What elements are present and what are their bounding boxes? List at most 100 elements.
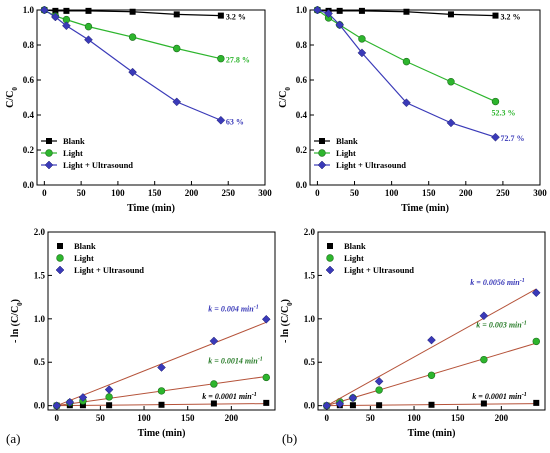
data-point-light xyxy=(105,393,113,401)
fit-label-lus: k = 0.0056 min-1 xyxy=(470,278,524,287)
data-point-lus xyxy=(104,385,114,394)
data-point-blank xyxy=(158,401,165,408)
y-tick-label: 0.0 xyxy=(296,180,308,190)
legend-marker-blank xyxy=(57,243,63,249)
x-tick-label: 150 xyxy=(451,413,465,423)
data-point-lus xyxy=(65,397,75,407)
y-tick-label: 1.5 xyxy=(304,270,316,280)
data-point-blank xyxy=(336,7,343,14)
y-tick-label: 0.6 xyxy=(296,75,308,85)
plot-frame xyxy=(317,231,546,411)
y-tick-label: 0.2 xyxy=(296,145,308,155)
x-tick-label: 250 xyxy=(221,188,235,198)
x-tick-label: 200 xyxy=(495,413,509,423)
data-point-lus xyxy=(324,9,333,18)
y-axis-title-main: C/C xyxy=(278,91,289,108)
legend-marker-lus xyxy=(317,160,327,170)
fit-label-blank: k = 0.0001 min-1 xyxy=(202,392,256,401)
legend-label-blank: Blank xyxy=(63,136,85,146)
legend-label-blank: Blank xyxy=(336,136,358,146)
data-point-lus xyxy=(51,12,60,22)
legend-marker-lus xyxy=(44,160,54,170)
data-point-lus xyxy=(313,5,322,15)
series-line-light xyxy=(317,9,496,103)
data-point-blank xyxy=(173,11,180,18)
data-point-lus xyxy=(531,288,541,298)
data-point-light xyxy=(157,387,166,395)
y-tick-label: 0.8 xyxy=(296,40,308,50)
y-axis-title-end: ) xyxy=(280,299,291,302)
data-point-blank xyxy=(403,8,410,15)
y-axis-title: C/C0 xyxy=(5,87,19,108)
data-point-blank xyxy=(349,402,356,409)
x-tick-label: 50 xyxy=(350,188,360,198)
end-label-blank: 3.2 % xyxy=(500,13,520,22)
x-axis-title: Time (min) xyxy=(138,428,186,439)
y-tick-label: 0.5 xyxy=(34,357,46,367)
data-point-blank xyxy=(85,7,92,14)
fit-label-text: k = 0.0014 min xyxy=(208,356,258,365)
data-point-lus xyxy=(172,97,182,107)
legend-label-light: Light xyxy=(344,253,364,263)
fit-label-text: k = 0.004 min xyxy=(208,304,254,313)
data-point-lus xyxy=(261,314,271,324)
series-line-lus xyxy=(317,9,496,138)
data-point-lus xyxy=(52,401,62,411)
fit-label-exponent: -1 xyxy=(254,304,259,310)
fit-label-exponent: -1 xyxy=(520,278,525,284)
data-point-light xyxy=(447,78,455,86)
data-point-blank xyxy=(358,7,365,14)
data-point-blank xyxy=(533,399,540,406)
x-tick-label: 50 xyxy=(96,413,106,423)
data-point-light xyxy=(358,35,366,43)
legend-label-lus: Light + Ultrasound xyxy=(74,265,144,275)
x-tick-label: 0 xyxy=(54,413,59,423)
fit-label-text: k = 0.003 min xyxy=(476,320,522,329)
fit-label-exponent: -1 xyxy=(522,320,527,326)
y-tick-label: 1.5 xyxy=(34,270,46,280)
legend-label-lus: Light + Ultrasound xyxy=(63,160,133,170)
fit-label-text: k = 0.0001 min xyxy=(202,392,252,401)
data-point-blank xyxy=(52,7,59,14)
x-tick-label: 100 xyxy=(137,413,151,423)
x-tick-label: 300 xyxy=(533,188,547,198)
data-point-blank xyxy=(447,11,454,18)
data-point-blank xyxy=(428,401,435,408)
y-axis-title-main: - ln (C/C xyxy=(280,306,291,343)
y-tick-label: 0.6 xyxy=(23,75,35,85)
end-label-blank: 3.2 % xyxy=(226,13,246,22)
legend-marker-lus xyxy=(325,265,335,275)
fit-label-light: k = 0.0014 min-1 xyxy=(208,356,262,365)
data-point-lus xyxy=(357,48,367,58)
data-point-blank xyxy=(480,400,487,407)
x-tick-label: 0 xyxy=(42,188,47,198)
legend-marker-light xyxy=(326,254,334,262)
y-tick-label: 1.0 xyxy=(34,314,46,324)
legend-label-blank: Blank xyxy=(344,241,366,251)
x-tick-label: 150 xyxy=(422,188,436,198)
y-tick-label: 0.4 xyxy=(296,110,308,120)
y-tick-label: 0.8 xyxy=(23,40,35,50)
fit-label-light: k = 0.003 min-1 xyxy=(476,320,526,329)
y-tick-label: 0.0 xyxy=(304,401,316,411)
x-axis-title: Time (min) xyxy=(127,203,175,214)
x-tick-label: 100 xyxy=(407,413,421,423)
data-point-lus xyxy=(40,5,49,15)
data-point-lus xyxy=(374,376,384,386)
legend-label-lus: Light + Ultrasound xyxy=(344,265,414,275)
data-point-blank xyxy=(79,402,86,409)
y-tick-label: 0.0 xyxy=(34,401,46,411)
panel-a-bottom: 0 50 100 150 200 0.0 0.5 1.0 1.5 2.0 Time (min) - l… xyxy=(10,227,276,439)
end-label-lus: 63 % xyxy=(226,117,244,126)
end-label-lus: 72.7 % xyxy=(500,134,524,143)
y-tick-label: 2.0 xyxy=(304,227,316,237)
x-tick-label: 150 xyxy=(148,188,162,198)
data-point-blank xyxy=(217,12,224,19)
y-tick-label: 1.0 xyxy=(304,314,316,324)
data-point-light xyxy=(375,386,383,394)
data-point-light xyxy=(427,371,436,379)
x-tick-label: 200 xyxy=(459,188,473,198)
data-point-light xyxy=(217,54,225,63)
fit-label-exponent: -1 xyxy=(522,392,527,398)
legend-label-light: Light xyxy=(74,253,94,263)
